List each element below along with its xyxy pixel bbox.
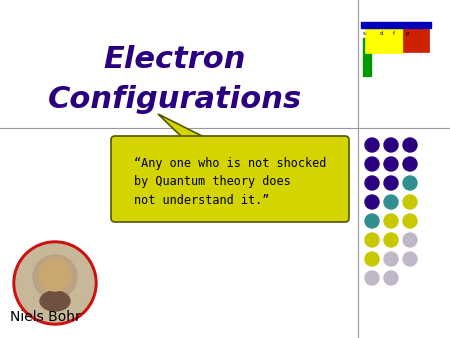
Circle shape <box>384 233 398 247</box>
Circle shape <box>365 157 379 171</box>
Ellipse shape <box>40 291 70 311</box>
Circle shape <box>384 214 398 228</box>
Circle shape <box>403 214 417 228</box>
Circle shape <box>33 255 77 299</box>
Polygon shape <box>185 137 210 139</box>
Circle shape <box>403 138 417 152</box>
Circle shape <box>13 241 97 325</box>
Circle shape <box>365 233 379 247</box>
Text: Configurations: Configurations <box>48 86 302 115</box>
Circle shape <box>384 176 398 190</box>
Circle shape <box>403 252 417 266</box>
Text: “Any one who is not shocked
by Quantum theory does
not understand it.”: “Any one who is not shocked by Quantum t… <box>134 158 326 207</box>
Circle shape <box>403 233 417 247</box>
FancyBboxPatch shape <box>111 136 349 222</box>
Circle shape <box>16 244 94 322</box>
Circle shape <box>384 157 398 171</box>
Circle shape <box>365 214 379 228</box>
Circle shape <box>384 271 398 285</box>
Polygon shape <box>158 114 210 140</box>
Circle shape <box>365 252 379 266</box>
Text: Electron: Electron <box>104 46 246 74</box>
Bar <box>363 38 371 76</box>
Circle shape <box>403 157 417 171</box>
Circle shape <box>365 195 379 209</box>
Text: Niels Bohr: Niels Bohr <box>10 310 81 324</box>
Circle shape <box>384 195 398 209</box>
Circle shape <box>384 138 398 152</box>
Bar <box>365 25 403 53</box>
Text: p: p <box>405 31 409 36</box>
Bar <box>403 28 429 52</box>
Circle shape <box>403 176 417 190</box>
Circle shape <box>39 259 71 291</box>
Text: d: d <box>380 31 383 36</box>
Circle shape <box>384 252 398 266</box>
Circle shape <box>365 138 379 152</box>
Circle shape <box>365 271 379 285</box>
Bar <box>361 22 431 28</box>
Text: f: f <box>393 31 395 36</box>
Circle shape <box>365 176 379 190</box>
Circle shape <box>403 195 417 209</box>
Text: s: s <box>363 31 366 36</box>
